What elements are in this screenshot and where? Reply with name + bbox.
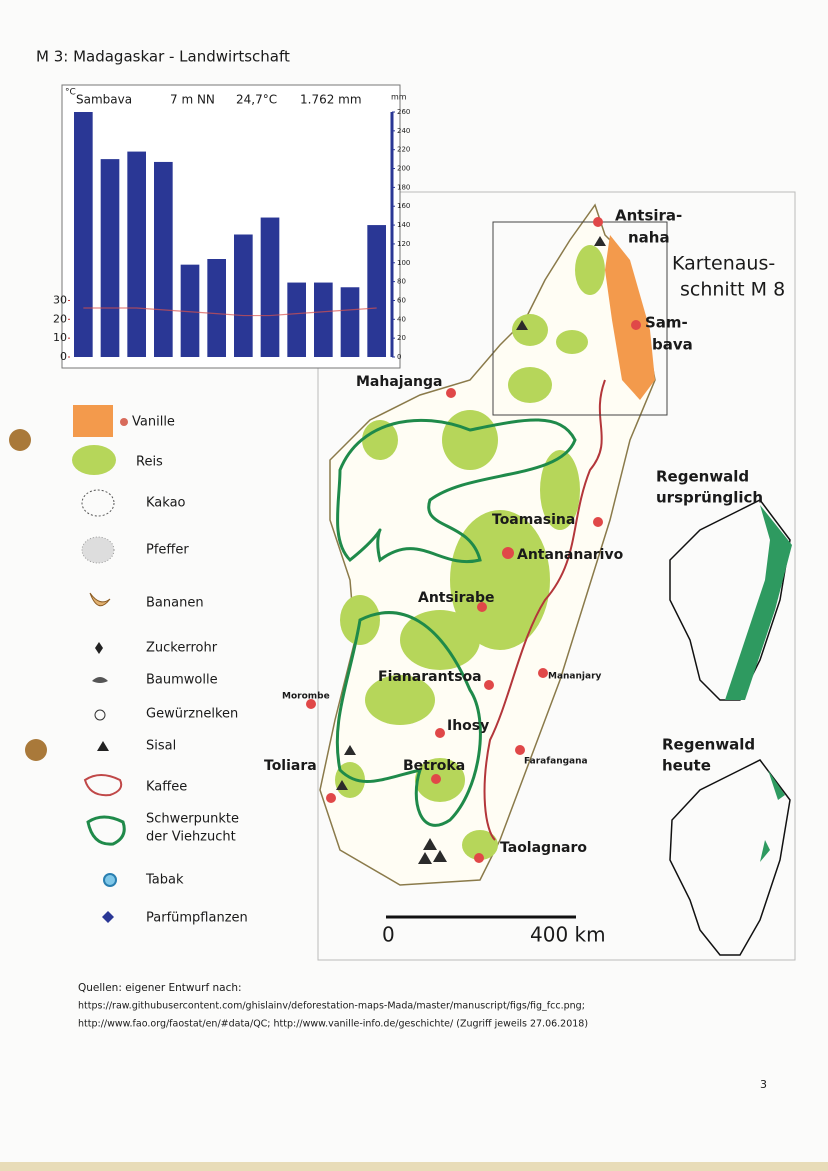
place-label: Toamasina bbox=[492, 512, 575, 528]
inset-map bbox=[669, 759, 791, 956]
y-unit: °C bbox=[65, 88, 76, 98]
precipitation-bar bbox=[340, 287, 360, 357]
place-label: Antsira- bbox=[615, 207, 682, 225]
y2-tick-label: 120 bbox=[397, 240, 410, 248]
legend-label: Parfümpflanzen bbox=[146, 911, 248, 926]
place-label: Betroka bbox=[403, 758, 465, 774]
place-label: Mananjary bbox=[548, 672, 602, 682]
punch-hole bbox=[25, 739, 47, 761]
y2-tick-label: 100 bbox=[397, 259, 410, 267]
livestock-outline bbox=[336, 418, 577, 564]
rainforest-original bbox=[725, 505, 792, 700]
place-label: bava bbox=[652, 336, 693, 354]
y2-tick-label: 220 bbox=[397, 146, 410, 154]
livestock-outline bbox=[335, 611, 482, 827]
inset-title: Regenwald bbox=[656, 468, 749, 486]
scale-label: 0 bbox=[382, 923, 395, 947]
mean-temperature: 24,7°C bbox=[236, 93, 277, 107]
y2-tick-label: 260 bbox=[397, 108, 410, 116]
inset-frame bbox=[492, 221, 668, 416]
legend-label: Kaffee bbox=[146, 780, 187, 795]
legend-label: Baumwolle bbox=[146, 673, 218, 688]
page-title: M 3: Madagaskar - Landwirtschaft bbox=[36, 48, 290, 66]
y2-tick-label: 140 bbox=[397, 221, 410, 229]
legend-label: der Viehzucht bbox=[146, 830, 236, 845]
y-tick-label: 20 bbox=[53, 312, 67, 325]
legend-label: Gewürznelken bbox=[146, 707, 238, 722]
place-label: Toliara bbox=[264, 758, 317, 774]
inset-label: Kartenaus- bbox=[672, 253, 775, 275]
scale-label: 400 km bbox=[530, 923, 606, 947]
precipitation-bar bbox=[74, 112, 93, 357]
inset-title: ursprünglich bbox=[656, 489, 763, 507]
source-line: Quellen: eigener Entwurf nach: bbox=[78, 982, 242, 994]
legend-symbols bbox=[72, 405, 128, 923]
rainforest-today bbox=[760, 770, 785, 862]
punch-hole bbox=[9, 429, 31, 451]
annual-precipitation: 1.762 mm bbox=[300, 93, 362, 107]
map-frame bbox=[317, 191, 796, 961]
y2-tick-label: 200 bbox=[397, 165, 410, 173]
precipitation-bar bbox=[287, 282, 306, 357]
place-label: Mahajanga bbox=[356, 374, 442, 390]
y2-tick-label: 180 bbox=[397, 183, 410, 191]
legend-label: Bananen bbox=[146, 596, 204, 611]
place-label: Morombe bbox=[282, 692, 330, 702]
precipitation-bar bbox=[260, 217, 280, 357]
precipitation-bar bbox=[180, 264, 200, 357]
place-label: Sam- bbox=[645, 314, 688, 332]
y2-tick-label: 20 bbox=[397, 334, 406, 342]
legend-label: Pfeffer bbox=[146, 543, 189, 558]
precipitation-bar bbox=[127, 151, 146, 357]
chart-title: Sambava bbox=[76, 93, 132, 107]
legend-label: Tabak bbox=[145, 873, 184, 888]
precipitation-bar bbox=[100, 159, 120, 357]
y2-tick-label: 60 bbox=[397, 296, 406, 304]
temperature-line bbox=[83, 307, 377, 317]
sisal-symbols bbox=[336, 236, 606, 864]
y2-tick-label: 80 bbox=[397, 278, 406, 286]
place-label: Antsirabe bbox=[418, 590, 495, 606]
source-line: http://www.fao.org/faostat/en/#data/QC; … bbox=[78, 1019, 588, 1030]
place-label: Farafangana bbox=[524, 757, 588, 767]
place-label: Taolagnaro bbox=[500, 840, 587, 856]
precipitation-bar bbox=[154, 161, 173, 357]
elevation: 7 m NN bbox=[170, 93, 215, 107]
page-edge bbox=[0, 1162, 828, 1171]
y2-tick-label: 0 bbox=[397, 353, 401, 361]
precipitation-bar bbox=[234, 234, 253, 357]
legend-label: Zuckerrohr bbox=[146, 641, 218, 656]
y-tick-label: 0 bbox=[60, 350, 67, 363]
source-line: https://raw.githubusercontent.com/ghisla… bbox=[78, 1001, 585, 1012]
precipitation-bar bbox=[367, 225, 386, 357]
inset-title: heute bbox=[662, 757, 711, 775]
city-dots bbox=[306, 217, 641, 863]
place-label: naha bbox=[628, 229, 670, 247]
y2-tick-label: 40 bbox=[397, 315, 406, 323]
y2-tick-label: 160 bbox=[397, 202, 410, 210]
legend-label: Sisal bbox=[146, 739, 176, 754]
legend-label: Vanille bbox=[132, 415, 175, 430]
legend-label: Kakao bbox=[146, 496, 186, 511]
vanilla-area bbox=[605, 235, 655, 400]
place-label: Antananarivo bbox=[517, 547, 624, 563]
place-label: Ihosy bbox=[447, 718, 489, 734]
y-tick-label: 30 bbox=[53, 293, 67, 306]
precipitation-bar bbox=[207, 259, 226, 357]
precipitation-bar bbox=[314, 282, 333, 357]
inset-label: schnitt M 8 bbox=[680, 279, 785, 301]
page-number: 3 bbox=[760, 1078, 767, 1091]
place-label: Fianarantsoa bbox=[378, 669, 482, 685]
legend-label: Reis bbox=[136, 455, 163, 470]
legend-label: Schwerpunkte bbox=[146, 812, 239, 827]
inset-map bbox=[669, 499, 791, 701]
y2-unit: mm bbox=[391, 93, 407, 102]
coffee-outline bbox=[483, 379, 606, 841]
inset-title: Regenwald bbox=[662, 736, 755, 754]
y2-tick-label: 240 bbox=[397, 127, 410, 135]
y-tick-label: 10 bbox=[53, 331, 67, 344]
